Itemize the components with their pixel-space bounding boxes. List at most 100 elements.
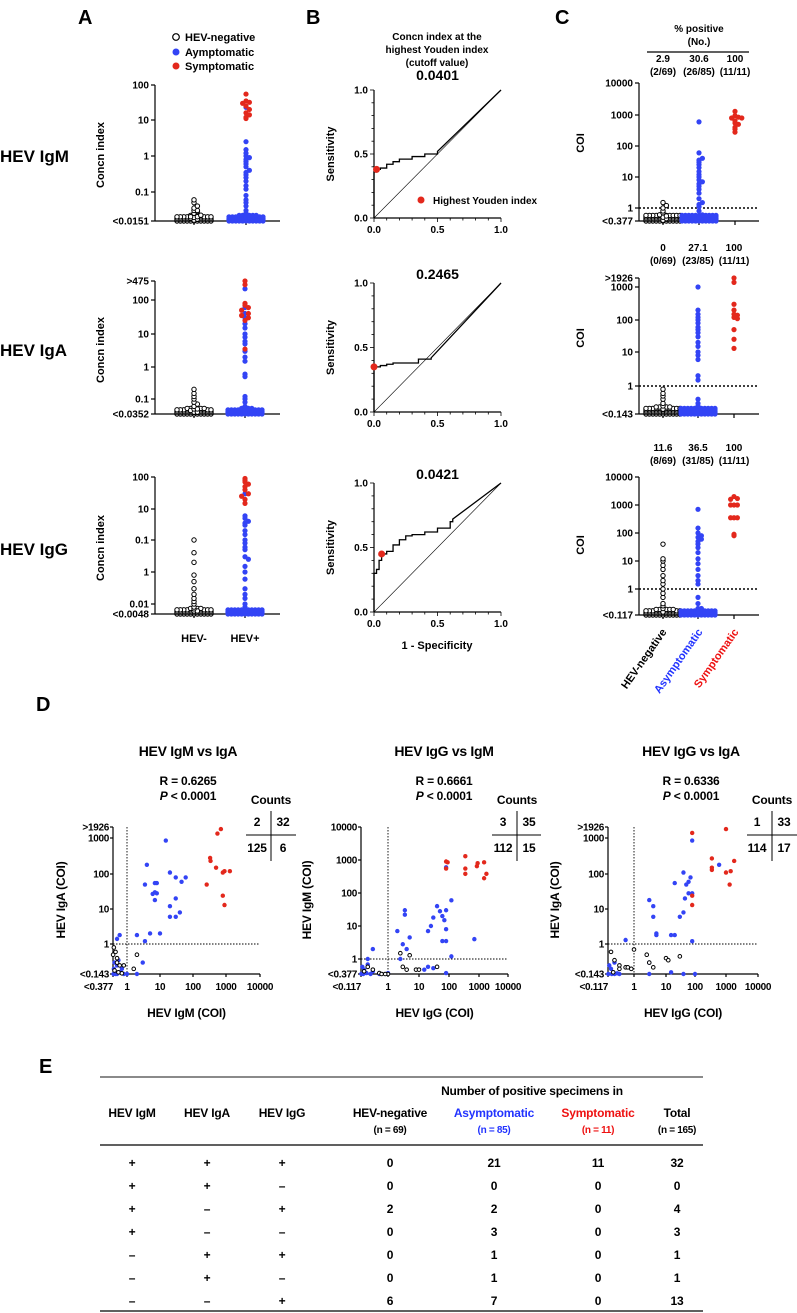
y-tick-label: 0.5 xyxy=(354,150,368,161)
data-point xyxy=(208,407,214,413)
y-tick-label: 1000 xyxy=(583,834,605,845)
y-tick-label: 1 xyxy=(599,940,605,951)
data-point xyxy=(134,932,140,938)
data-point xyxy=(692,971,698,977)
data-point xyxy=(668,970,674,975)
table-cell: 0 xyxy=(674,1179,681,1193)
data-point xyxy=(677,954,683,959)
table-cell: 0 xyxy=(595,1202,602,1216)
data-point xyxy=(472,936,477,942)
x-tick-label: 1000 xyxy=(215,982,237,993)
data-point xyxy=(239,493,245,499)
x-tick-label: 1.0 xyxy=(494,619,508,630)
data-point xyxy=(484,871,489,877)
data-point xyxy=(173,896,178,901)
row-label-igm: HEV IgM xyxy=(0,147,69,166)
data-point xyxy=(242,601,248,607)
table-cell: 32 xyxy=(671,1156,684,1170)
table-cell: 0 xyxy=(595,1225,602,1239)
y-tick-label: <0.0151 xyxy=(113,217,150,228)
data-point xyxy=(246,99,252,105)
data-point xyxy=(723,826,729,832)
data-point xyxy=(672,880,677,886)
data-point xyxy=(723,870,729,875)
table-cell: 0 xyxy=(595,1179,602,1193)
data-point xyxy=(696,168,702,175)
data-point xyxy=(631,947,637,952)
data-point xyxy=(152,897,158,903)
legend: HEV-negative Aymptomatic Symptomatic xyxy=(172,32,255,73)
data-point xyxy=(440,938,445,944)
x-axis-label: HEV IgM (COI) xyxy=(147,1006,226,1020)
youden-point xyxy=(373,165,381,173)
data-point xyxy=(731,531,737,537)
y-axis-label: HEV IgM (COI) xyxy=(300,860,314,939)
data-point xyxy=(134,952,140,957)
y-tick-label: 0.5 xyxy=(354,543,368,554)
data-point xyxy=(681,870,686,875)
data-point xyxy=(191,586,197,592)
counts-title: Counts xyxy=(752,793,793,807)
data-point xyxy=(695,600,701,607)
data-point xyxy=(208,607,214,613)
table-cell: + xyxy=(204,1179,211,1193)
data-point xyxy=(695,334,701,340)
count-cell: 6 xyxy=(280,841,287,855)
positive-count: (0/69) xyxy=(650,256,676,267)
data-point xyxy=(660,586,666,592)
data-point xyxy=(131,966,137,972)
legend-marker-asym xyxy=(172,48,180,56)
cutoff-value: 0.0401 xyxy=(416,67,459,83)
data-point xyxy=(113,949,118,955)
data-point xyxy=(208,858,213,864)
data-point xyxy=(245,304,251,311)
youden-point xyxy=(378,550,386,558)
table-cell: – xyxy=(204,1294,211,1308)
count-cell: 1 xyxy=(754,815,761,829)
y-tick-label: 100 xyxy=(588,870,605,881)
y-tick-label: <0.377 xyxy=(602,217,633,228)
y-tick-label: 1 xyxy=(352,955,358,966)
data-point xyxy=(239,312,245,319)
count-cell: 125 xyxy=(247,841,267,855)
data-point xyxy=(695,549,701,556)
data-point xyxy=(400,964,406,970)
data-point xyxy=(140,960,145,965)
data-point xyxy=(398,956,403,962)
percent-positive: 0 xyxy=(660,243,666,254)
data-point xyxy=(242,346,248,352)
data-point xyxy=(731,336,737,342)
data-point xyxy=(713,212,719,218)
y-tick-label: 1 xyxy=(627,204,633,215)
data-point xyxy=(243,115,249,122)
y-tick-label: 100 xyxy=(341,889,358,900)
y-tick-label: 1000 xyxy=(336,856,358,867)
data-point xyxy=(236,212,242,218)
y-tick-label: 10 xyxy=(622,173,634,184)
table-cell: 21 xyxy=(488,1156,501,1170)
data-point xyxy=(402,908,408,913)
data-point xyxy=(110,952,116,957)
table-cell: + xyxy=(204,1156,211,1170)
data-point xyxy=(695,307,701,313)
data-point xyxy=(242,496,248,502)
data-point xyxy=(663,202,670,209)
data-point xyxy=(608,966,614,972)
data-point xyxy=(404,946,409,952)
data-point xyxy=(142,939,148,944)
y-tick-label: 1 xyxy=(627,382,633,393)
data-point xyxy=(686,891,691,896)
data-point xyxy=(734,495,741,502)
panel-label-d: D xyxy=(36,694,50,716)
row-label-igg: HEV IgG xyxy=(0,540,68,559)
data-point xyxy=(220,870,226,875)
table-cell: + xyxy=(204,1271,211,1285)
data-point xyxy=(382,971,388,977)
table-cell: – xyxy=(279,1179,286,1193)
data-point xyxy=(612,957,617,963)
data-point xyxy=(243,103,249,109)
data-point xyxy=(681,910,686,915)
data-point xyxy=(695,573,701,579)
y-tick-label: 1 xyxy=(143,152,149,163)
data-point xyxy=(695,356,701,363)
